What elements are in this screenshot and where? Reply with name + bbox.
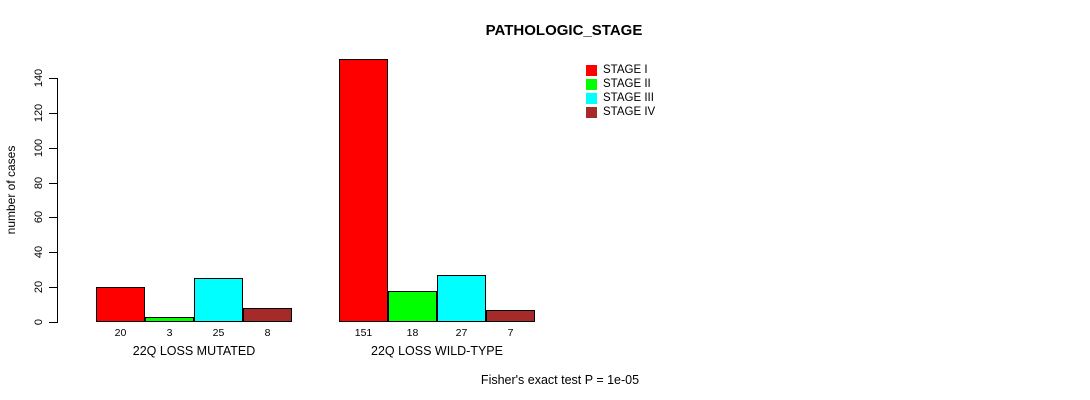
y-tick-mark xyxy=(49,112,57,114)
legend-swatch-stage-3 xyxy=(586,92,597,104)
bar-value-label: 151 xyxy=(354,327,373,339)
y-tick-mark xyxy=(49,78,57,79)
legend-item-stage-4: STAGE IV xyxy=(586,105,655,119)
y-tick-mark xyxy=(49,147,57,149)
legend-item-stage-2: STAGE II xyxy=(586,77,655,91)
y-tick-label: 80 xyxy=(33,176,45,189)
bar-value-label: 20 xyxy=(114,327,127,339)
bar-value-label: 18 xyxy=(406,327,419,339)
bar-value-label: 8 xyxy=(264,327,271,339)
y-tick-label: 0 xyxy=(33,318,45,326)
bar-stage-ii xyxy=(388,290,437,322)
bar-value-label: 7 xyxy=(507,327,514,339)
bar-stage-i xyxy=(339,58,388,322)
y-tick-mark xyxy=(49,252,57,254)
legend-swatch-stage-1 xyxy=(586,64,597,76)
legend-item-stage-1: STAGE I xyxy=(586,63,655,77)
bar-stage-i xyxy=(96,287,145,322)
legend-label-stage-1: STAGE I xyxy=(603,64,648,76)
bar-value-label: 25 xyxy=(212,327,225,339)
bar-stage-ii xyxy=(145,316,194,322)
bar-value-label: 27 xyxy=(455,327,468,339)
legend-label-stage-4: STAGE IV xyxy=(603,106,656,118)
y-tick-label: 100 xyxy=(33,138,45,157)
legend-label-stage-2: STAGE II xyxy=(603,78,651,90)
bar-stage-iv xyxy=(243,308,292,322)
y-tick-label: 120 xyxy=(33,103,45,123)
chart-title: PATHOLOGIC_STAGE xyxy=(485,22,643,39)
y-tick-mark xyxy=(49,182,57,184)
y-tick-label: 40 xyxy=(33,246,45,259)
category-label: 22Q LOSS WILD-TYPE xyxy=(371,344,503,358)
y-axis-line xyxy=(57,78,58,323)
y-tick-label: 60 xyxy=(33,211,45,224)
y-tick-label: 20 xyxy=(33,281,45,294)
bar-stage-iii xyxy=(194,278,243,322)
y-tick-mark xyxy=(49,217,57,219)
category-label: 22Q LOSS MUTATED xyxy=(132,344,256,358)
legend-swatch-stage-2 xyxy=(586,78,597,90)
y-tick-mark xyxy=(49,322,57,323)
bar-stage-iii xyxy=(437,274,486,322)
fisher-test-note: Fisher's exact test P = 1e-05 xyxy=(480,373,640,387)
bar-value-label: 3 xyxy=(166,327,173,339)
legend-label-stage-3: STAGE III xyxy=(603,92,654,104)
bar-stage-iv xyxy=(486,309,535,322)
y-tick-label: 140 xyxy=(33,68,45,88)
legend-swatch-stage-4 xyxy=(586,106,597,118)
y-axis-label: number of cases xyxy=(4,145,18,235)
y-tick-mark xyxy=(49,287,57,289)
legend-item-stage-3: STAGE III xyxy=(586,91,655,105)
legend: STAGE I STAGE II STAGE III STAGE IV xyxy=(586,63,655,119)
